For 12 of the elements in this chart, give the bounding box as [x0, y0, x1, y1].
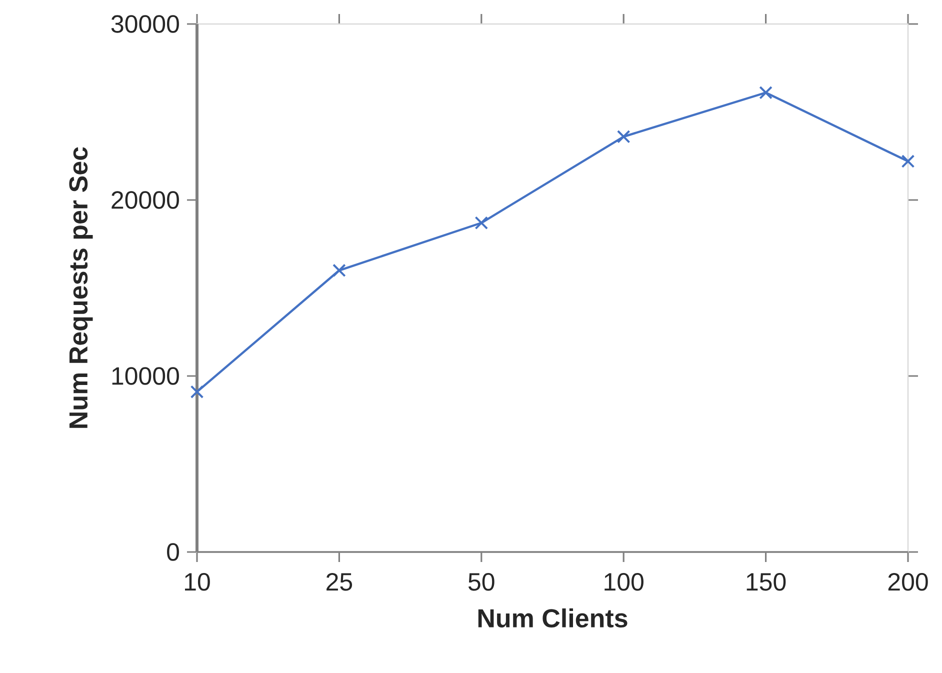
x-tick-label: 100 [604, 573, 644, 591]
x-tick-label: 50 [468, 573, 494, 591]
y-axis-title: Num Requests per Sec [69, 147, 93, 428]
x-tick-label: 25 [326, 573, 352, 591]
x-tick-label: 10 [185, 573, 210, 591]
y-tick-label: 20000 [112, 191, 179, 209]
y-tick-label: 30000 [111, 15, 179, 33]
y-tick-label: 0 [167, 543, 179, 561]
x-tick-label: 200 [888, 573, 928, 591]
y-tick-label: 10000 [112, 367, 179, 385]
x-tick-label: 150 [746, 573, 786, 591]
x-axis-title: Num Clients [478, 608, 628, 628]
